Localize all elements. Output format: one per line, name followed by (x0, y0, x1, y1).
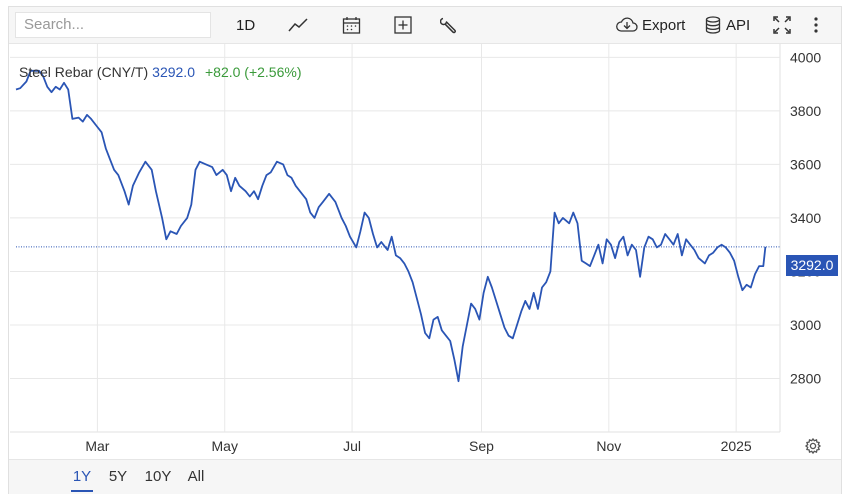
y-tick-label: 3000 (790, 317, 821, 333)
legend-price: 3292.0 (152, 64, 195, 80)
chart-legend: Steel Rebar (CNY/T) 3292.0 +82.0 (+2.56%) (19, 64, 302, 80)
more-options-button[interactable] (813, 7, 819, 43)
plus-box-icon (394, 16, 412, 34)
legend-symbol-name: Steel Rebar (CNY/T) (19, 64, 149, 80)
date-range-button[interactable] (342, 7, 361, 43)
cloud-download-icon (616, 17, 638, 32)
y-tick-label: 3600 (790, 156, 821, 172)
y-tick-label: 3400 (790, 210, 821, 226)
range-all-button[interactable]: All (187, 468, 205, 485)
range-selector: 1Y 5Y 10Y All (9, 459, 841, 494)
legend-change: +82.0 (+2.56%) (204, 64, 302, 80)
api-label: API (726, 16, 751, 34)
gear-icon (804, 437, 822, 455)
export-button[interactable]: Export (616, 7, 685, 43)
x-tick-label: 2025 (721, 438, 752, 454)
last-price-badge: 3292.0 (786, 255, 838, 276)
fullscreen-icon (773, 16, 791, 34)
chart-type-button[interactable] (288, 7, 308, 43)
range-10y-button[interactable]: 10Y (144, 468, 172, 485)
chart-grid (10, 44, 781, 433)
x-tick-label: Mar (85, 438, 109, 454)
x-tick-label: Jul (343, 438, 361, 454)
chart-toolbar: Search... 1D Export API (9, 7, 841, 44)
add-indicator-button[interactable] (394, 7, 412, 43)
y-tick-label: 4000 (790, 49, 821, 65)
x-tick-label: Sep (469, 438, 494, 454)
range-5y-button[interactable]: 5Y (108, 468, 128, 485)
search-input[interactable]: Search... (15, 12, 211, 38)
database-icon (705, 16, 721, 34)
fullscreen-button[interactable] (773, 7, 791, 43)
more-vertical-icon (814, 17, 818, 33)
range-1y-button[interactable]: 1Y (71, 460, 93, 494)
x-tick-label: May (212, 438, 238, 454)
chart-settings-button[interactable] (804, 437, 822, 455)
y-tick-label: 3800 (790, 103, 821, 119)
y-tick-label: 2800 (790, 370, 821, 386)
interval-button[interactable]: 1D (236, 7, 255, 43)
x-tick-label: Nov (596, 438, 621, 454)
settings-tools-button[interactable] (440, 7, 458, 43)
export-label: Export (642, 16, 686, 34)
interval-label: 1D (236, 16, 256, 34)
y-axis: 2800300032003400360038004000 (790, 49, 821, 386)
line-chart-icon (288, 18, 308, 32)
calendar-icon (342, 17, 361, 34)
wrench-icon (440, 17, 456, 34)
x-axis: Mar May Jul Sep Nov 2025 (85, 438, 752, 454)
price-series-line (15, 69, 767, 383)
chart-widget (8, 6, 842, 494)
api-button[interactable]: API (705, 7, 750, 43)
